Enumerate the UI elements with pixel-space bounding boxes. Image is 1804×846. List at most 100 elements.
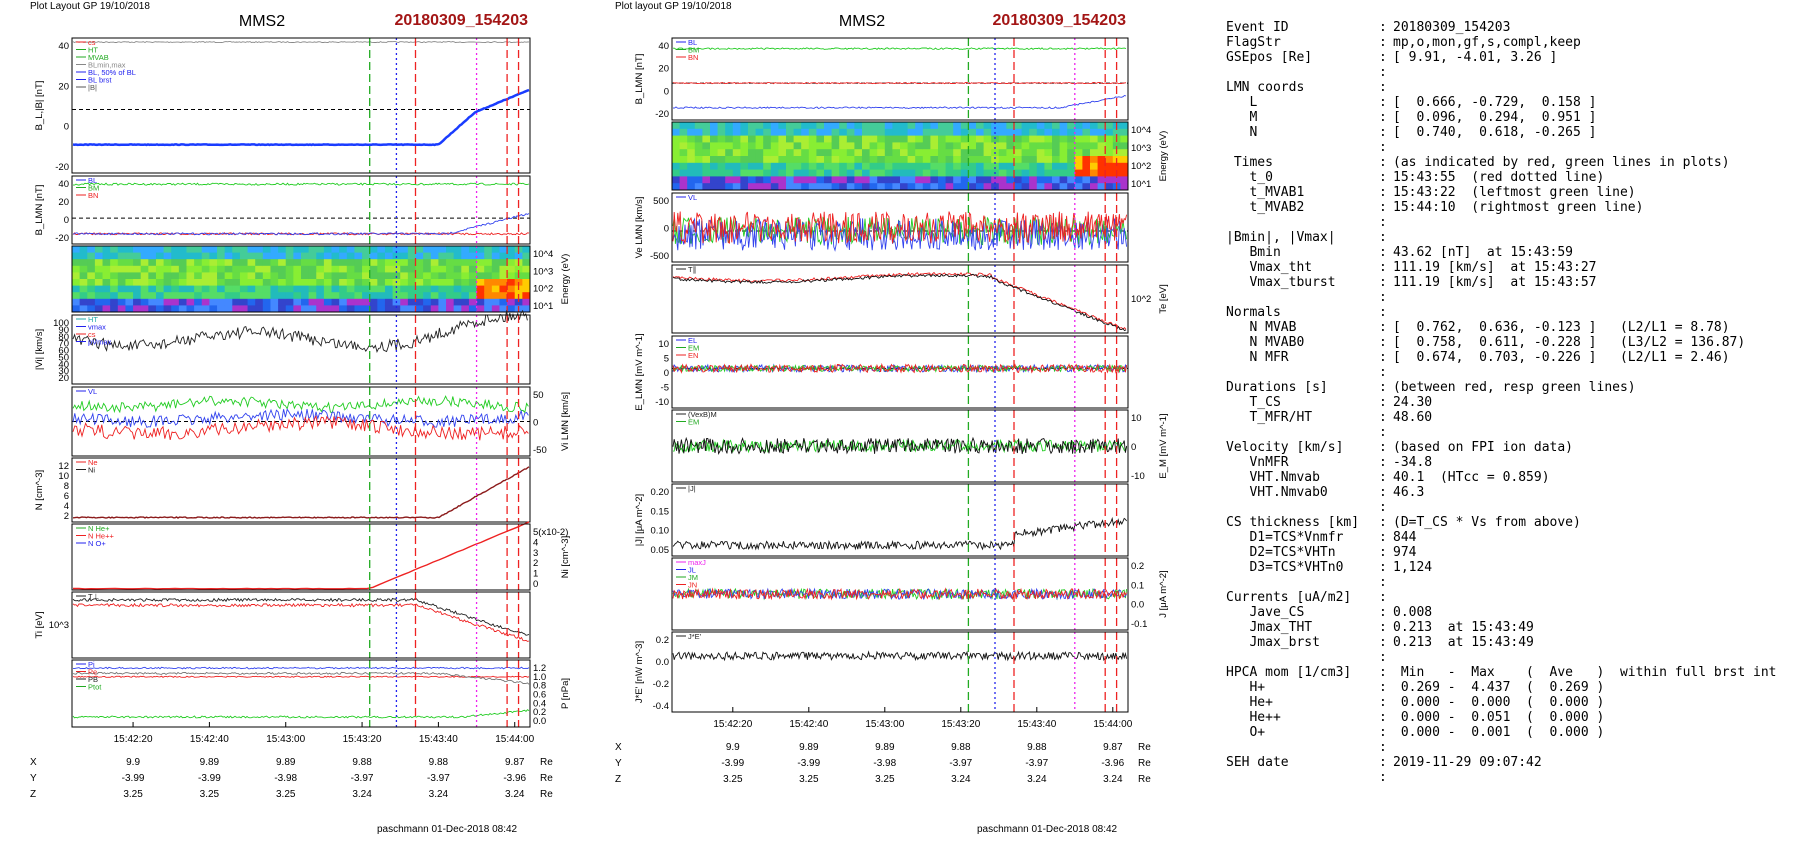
spectrogram-cell: [877, 142, 886, 150]
spectrogram-cell: [301, 292, 310, 300]
y-tick-label: 20: [58, 373, 69, 384]
spectrogram-cell: [717, 149, 726, 157]
spectrogram-cell: [285, 252, 294, 260]
spectrogram-cell: [224, 285, 233, 293]
spectrogram-cell: [877, 156, 886, 164]
legend-label: BN: [688, 53, 698, 62]
spectrogram-cell: [816, 156, 825, 164]
spectrogram-cell: [1052, 128, 1061, 137]
spectrogram-cell: [1067, 149, 1076, 157]
spectrogram-cell: [430, 259, 439, 267]
spectrogram-cell: [140, 272, 149, 280]
spectrogram-cell: [438, 285, 447, 293]
spectrogram-cell: [423, 279, 432, 287]
y-axis-label: E_M [mV m^-1]: [1158, 413, 1169, 478]
position-value: -3.98: [274, 773, 297, 784]
data-trace: [672, 211, 1128, 244]
right-panel-7: 0.200.150.100.05|J| [μA m^-2]|J|: [634, 483, 1129, 557]
spectrogram-cell: [1021, 176, 1030, 184]
spectrogram-cell: [453, 298, 462, 306]
spectrogram-cell: [468, 252, 478, 260]
data-trace: [72, 466, 530, 519]
spectrogram-cell: [1090, 156, 1099, 164]
spectrogram-cell: [755, 149, 764, 157]
spectrogram-cell: [323, 292, 333, 300]
spectrogram-cell: [331, 305, 340, 313]
spectrogram-cell: [1120, 135, 1129, 143]
spectrogram-cell: [1067, 176, 1076, 184]
spectrogram-cell: [400, 252, 409, 260]
spectrogram-cell: [998, 156, 1007, 164]
info-colon: :: [1379, 125, 1387, 140]
spectrogram-cell: [922, 156, 931, 164]
spectrogram-cell: [239, 305, 249, 313]
spectrogram-cell: [163, 298, 172, 306]
spectrogram-cell: [155, 285, 165, 293]
y-axis-label: Vi LMN [km/s]: [560, 392, 571, 451]
spectrogram-cell: [786, 142, 795, 150]
spectrogram-cell: [201, 285, 210, 293]
spectrogram-cell: [1074, 128, 1083, 137]
spectrogram-cell: [679, 142, 688, 150]
info-colon: :: [1379, 650, 1387, 665]
spectrogram-cell: [1090, 142, 1099, 150]
spectrogram-cell: [247, 279, 256, 287]
spectrogram-cell: [679, 156, 688, 164]
legend-label: cs: [88, 330, 96, 339]
spectrogram-cell: [945, 122, 954, 130]
spectrogram-cell: [461, 298, 470, 306]
y-tick-label: 40: [58, 359, 69, 370]
data-trace: [672, 650, 1128, 662]
spectrogram-cell: [1074, 162, 1083, 171]
spectrogram-cell: [499, 305, 508, 313]
legend-label: N O+: [88, 539, 106, 548]
spectrogram-cell: [877, 183, 886, 191]
spectrogram-cell: [687, 142, 696, 150]
spectrogram-cell: [384, 285, 394, 293]
spectrogram-cell: [1029, 176, 1038, 184]
x-tick-label: 15:42:40: [789, 719, 828, 730]
y-tick-label: 10^2: [1131, 294, 1151, 305]
spectrogram-cell: [991, 183, 1000, 191]
info-key: FlagStr: [1226, 35, 1281, 50]
spectrogram-cell: [983, 128, 992, 137]
spectrogram-cell: [224, 265, 233, 273]
info-colon: :: [1379, 350, 1387, 365]
spectrogram-cell: [316, 292, 325, 300]
spectrogram-cell: [1044, 122, 1053, 130]
y-tick-label: 10^4: [1131, 125, 1151, 136]
spectrogram-cell: [1044, 135, 1053, 143]
spectrogram-cell: [293, 285, 302, 293]
spectrogram-cell: [270, 298, 279, 306]
spectrogram-cell: [1044, 149, 1053, 157]
spectrogram-cell: [930, 128, 939, 137]
spectrogram-cell: [186, 265, 195, 273]
spectrogram-cell: [1021, 183, 1030, 191]
spectrogram-cell: [938, 135, 947, 143]
spectrogram-cell: [239, 292, 249, 300]
info-colon: :: [1379, 590, 1387, 605]
spectrogram-cell: [1029, 183, 1038, 191]
info-key: LMN coords: [1226, 80, 1305, 95]
spectrogram-cell: [423, 259, 432, 267]
spectrogram-cell: [793, 156, 802, 164]
spectrogram-cell: [1082, 169, 1091, 177]
spectrogram-cell: [998, 149, 1007, 157]
spectrogram-cell: [522, 298, 531, 306]
y-tick-label: 3: [533, 548, 538, 559]
spectrogram-cell: [217, 259, 226, 267]
info-key: N: [1226, 125, 1258, 140]
spectrogram-cell: [831, 169, 840, 177]
spectrogram-cell: [346, 285, 355, 293]
spectrogram-cell: [87, 265, 96, 273]
spectrogram-cell: [446, 259, 455, 267]
info-value: -34.8: [1393, 455, 1433, 470]
spectrogram-cell: [884, 122, 893, 130]
spectrogram-cell: [892, 176, 901, 184]
spectrogram-cell: [301, 265, 310, 273]
spectrogram-cell: [346, 265, 355, 273]
spectrogram-cell: [476, 246, 485, 254]
spectrogram-cell: [1074, 183, 1083, 191]
